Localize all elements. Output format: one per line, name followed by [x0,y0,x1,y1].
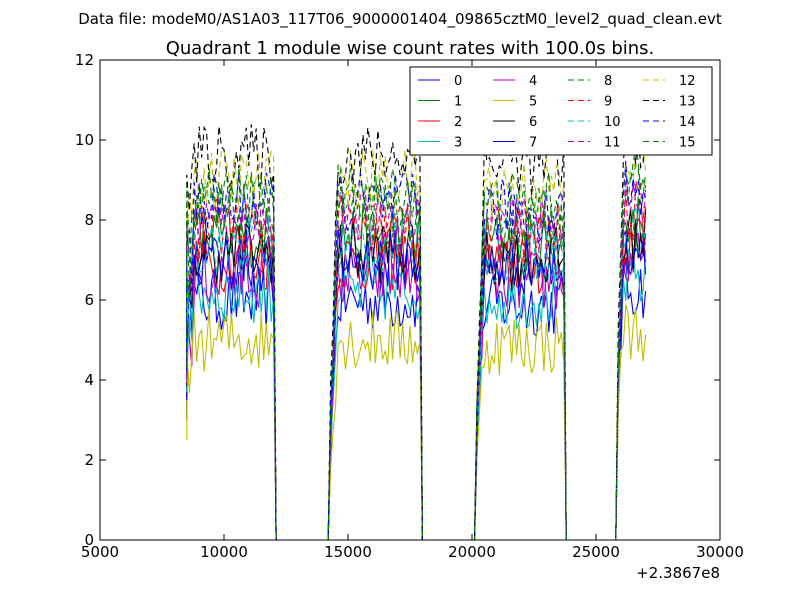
series-line-7 [186,228,647,541]
legend-box [409,66,713,156]
legend-label-7: 7 [529,136,537,151]
y-tick-label: 10 [75,131,94,149]
chart-title: Quadrant 1 module wise count rates with … [166,38,655,59]
legend-label-2: 2 [454,115,462,130]
series-line-8 [186,163,647,541]
y-tick-label: 2 [84,451,94,469]
data-file-label: Data file: modeM0/AS1A03_117T06_90000014… [78,10,722,29]
series-line-14 [186,160,647,541]
series-line-10 [186,205,647,541]
x-tick-label: 15000 [324,543,372,561]
x-tick-label: 30000 [696,543,744,561]
series-line-0 [186,257,647,541]
y-tick-label: 8 [84,211,94,229]
plot-series-group [186,104,647,541]
legend-label-11: 11 [604,136,621,151]
legend-label-8: 8 [604,74,612,89]
legend-label-15: 15 [679,136,696,151]
y-tick-label: 4 [84,371,94,389]
x-tick-label: 25000 [572,543,620,561]
legend-label-13: 13 [679,95,696,110]
legend-label-9: 9 [604,95,612,110]
y-tick-label: 12 [75,51,94,69]
x-tick-label: 10000 [200,543,248,561]
x-tick-label: 5000 [81,543,119,561]
legend-label-1: 1 [454,95,462,110]
legend-label-10: 10 [604,115,621,130]
series-line-5 [186,304,647,541]
y-tick-label: 0 [84,531,94,549]
legend-label-12: 12 [679,74,696,89]
series-line-3 [186,249,647,541]
series-line-13 [186,104,647,541]
legend-label-0: 0 [454,74,462,89]
series-line-9 [186,180,647,541]
x-offset-label: +2.3867e8 [636,564,720,582]
legend-label-4: 4 [529,74,537,89]
legend-label-5: 5 [529,95,537,110]
series-line-4 [186,232,647,541]
legend-label-3: 3 [454,136,462,151]
legend-label-6: 6 [529,115,537,130]
x-tick-label: 20000 [448,543,496,561]
legend-label-14: 14 [679,115,696,130]
y-tick-label: 6 [84,291,94,309]
series-line-12 [186,134,647,541]
